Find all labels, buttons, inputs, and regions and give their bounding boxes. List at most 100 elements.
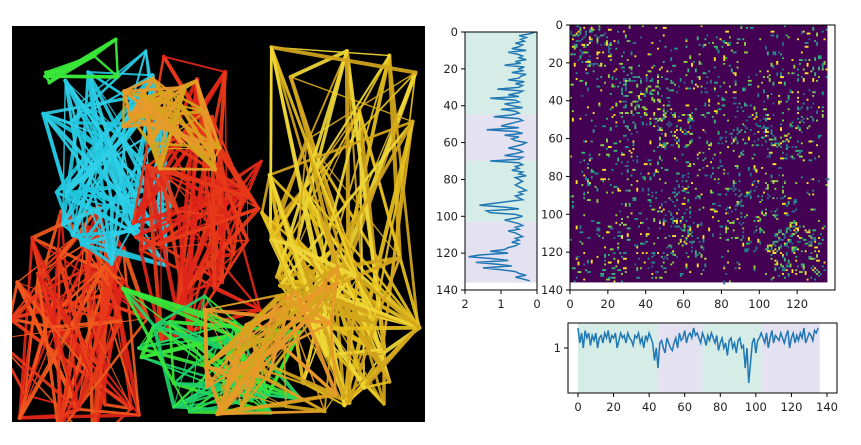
heatmap-cell [624, 112, 629, 114]
heatmap-cell [782, 42, 784, 46]
heatmap-cell [763, 231, 765, 234]
heatmap-cell [700, 254, 703, 258]
x-tick-label: 100 [745, 400, 767, 414]
heatmap-cell [687, 225, 692, 228]
heatmap-cell [691, 246, 693, 249]
heatmap-cell [783, 157, 788, 160]
network-edge [323, 393, 337, 413]
heatmap-cell [640, 98, 642, 101]
heatmap-cell [700, 62, 703, 65]
heatmap-cell [823, 62, 826, 65]
heatmap-cell [691, 117, 693, 120]
heatmap-cell [791, 157, 796, 160]
heatmap-cell [587, 167, 589, 169]
heatmap-cell [761, 127, 765, 130]
heatmap-cell [795, 227, 798, 230]
heatmap-cell [641, 187, 644, 192]
heatmap-cell [747, 237, 750, 241]
heatmap-cell [587, 51, 589, 54]
heatmap-cell [617, 269, 622, 272]
heatmap-cell [607, 276, 612, 279]
heatmap-cell [659, 98, 661, 101]
heatmap-cell [802, 238, 807, 241]
heatmap-cell [776, 197, 779, 200]
heatmap-cell [740, 199, 743, 203]
heatmap-cell [772, 138, 775, 141]
heatmap-cell [575, 78, 578, 80]
heatmap-cell [657, 100, 659, 103]
network-edge [267, 377, 326, 413]
heatmap-cell [757, 138, 760, 141]
heatmap-cell [708, 42, 711, 44]
heatmap-cell [630, 72, 633, 75]
heatmap-cell [789, 155, 792, 158]
heatmap-cell [710, 208, 714, 211]
heatmap-cell [660, 129, 663, 131]
heatmap-cell [700, 91, 703, 94]
heatmap-cell [685, 45, 688, 48]
heatmap-cell [623, 223, 627, 226]
heatmap-cell [708, 148, 711, 150]
heatmap-cell [581, 242, 584, 245]
heatmap-cell [672, 252, 675, 256]
heatmap-cell [704, 87, 707, 90]
heatmap-cell [602, 180, 605, 183]
heatmap-cell [573, 34, 576, 37]
heatmap-cell [783, 134, 786, 137]
heatmap-cell [590, 259, 593, 264]
heatmap-cell [683, 146, 686, 148]
heatmap-cell [583, 191, 586, 194]
heatmap-cell [713, 81, 716, 84]
network-edge [267, 173, 346, 400]
heatmap-cell [636, 95, 639, 97]
heatmap-cell [571, 110, 574, 113]
heatmap-cell [759, 231, 762, 234]
heatmap-cell [638, 76, 640, 78]
heatmap-cell [662, 142, 667, 145]
heatmap-cell [662, 110, 665, 113]
heatmap-cell [778, 274, 781, 277]
heatmap-cell [770, 278, 773, 281]
heatmap-cell [657, 210, 659, 213]
heatmap-cell [687, 185, 690, 188]
heatmap-cell [814, 157, 817, 160]
heatmap-cell [611, 267, 616, 270]
heatmap-cell [797, 153, 799, 156]
heatmap-cell [611, 106, 614, 109]
heatmap-cell [706, 34, 709, 37]
network-edge [224, 387, 287, 408]
heatmap-cell [600, 144, 605, 147]
heatmap-cell [647, 193, 650, 196]
heatmap-cell [821, 110, 824, 113]
heatmap-cell [655, 117, 658, 120]
heatmap-cell [607, 74, 610, 78]
heatmap-cell [587, 180, 589, 183]
network-edge [55, 190, 75, 238]
heatmap-cell [634, 55, 637, 58]
heatmap-cell [787, 72, 790, 75]
heatmap-cell [604, 259, 606, 262]
heatmap-cell [613, 185, 618, 188]
heatmap-cell [626, 238, 631, 241]
network-edge [296, 238, 343, 285]
heatmap-cell [717, 193, 722, 196]
network-edge [166, 141, 212, 228]
heatmap-cell [812, 189, 815, 192]
heatmap-cell [643, 261, 646, 264]
heatmap-cell [704, 102, 707, 107]
x-tick-label: 80 [714, 297, 729, 311]
heatmap-cell [740, 223, 743, 226]
heatmap-cell [676, 172, 680, 175]
heatmap-cell [732, 138, 735, 143]
heatmap-cell [810, 252, 813, 254]
heatmap-cell [657, 74, 659, 77]
heatmap-cell [689, 210, 692, 215]
heatmap-cell [607, 49, 610, 54]
heatmap-cell [772, 144, 777, 147]
heatmap-cell [636, 276, 641, 279]
heatmap-cell [738, 155, 741, 158]
heatmap-cell [619, 112, 622, 114]
network-edge [204, 295, 278, 311]
heatmap-cell [651, 66, 654, 69]
heatmap-cell [753, 117, 756, 120]
